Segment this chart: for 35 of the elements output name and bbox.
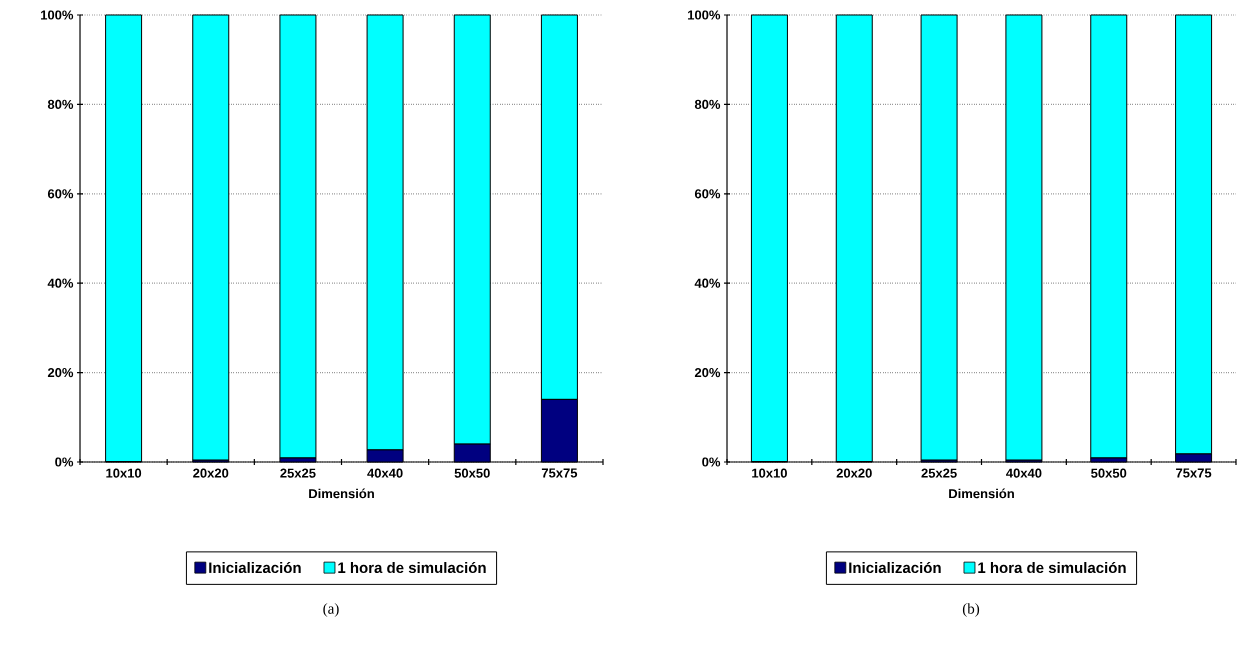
x-tick-label: 20x20 (836, 468, 872, 478)
bar (835, 14, 873, 463)
y-tick-label: 80% (47, 99, 74, 109)
legend-label: Inicialización (209, 561, 301, 574)
x-tick-label: 10x10 (752, 468, 787, 478)
bar (1090, 14, 1128, 459)
legend-label: 1 hora de simulación (338, 561, 486, 574)
y-tick-label: 100% (688, 10, 721, 20)
x-tick-label: 20x20 (193, 468, 229, 478)
bar (192, 14, 230, 461)
x-tick-label: 10x10 (106, 468, 142, 478)
legend-label: 1 hora de simulación (978, 561, 1126, 574)
x-tick-label: 40x40 (1006, 468, 1042, 478)
x-tick-label: 25x25 (921, 468, 957, 478)
y-tick-label: 0% (55, 457, 74, 467)
y-tick-label: 60% (694, 189, 721, 199)
x-tick-label: 40x40 (367, 468, 403, 478)
y-tick-label: 100% (41, 10, 74, 20)
x-tick-label: 75x75 (541, 468, 578, 478)
y-tick-label: 40% (694, 278, 721, 288)
y-tick-label: 80% (694, 99, 721, 109)
y-tick-label: 20% (47, 367, 74, 378)
legend-label: Inicialización (849, 561, 941, 574)
x-tick-label: 75x75 (1176, 468, 1212, 478)
x-tick-label: 50x50 (1091, 468, 1127, 478)
y-tick-label: 60% (47, 189, 74, 199)
x-tick-label: 50x50 (454, 468, 490, 478)
y-tick-label: 0% (702, 457, 721, 467)
y-tick-label: 20% (694, 367, 721, 378)
x-axis-title: Dimensión (949, 488, 1014, 499)
text: (b) (962, 603, 980, 617)
x-axis-title: Dimensión (309, 488, 374, 499)
y-tick-label: 40% (47, 278, 74, 288)
x-tick-label: 25x25 (280, 468, 316, 478)
text: (a) (323, 603, 339, 617)
